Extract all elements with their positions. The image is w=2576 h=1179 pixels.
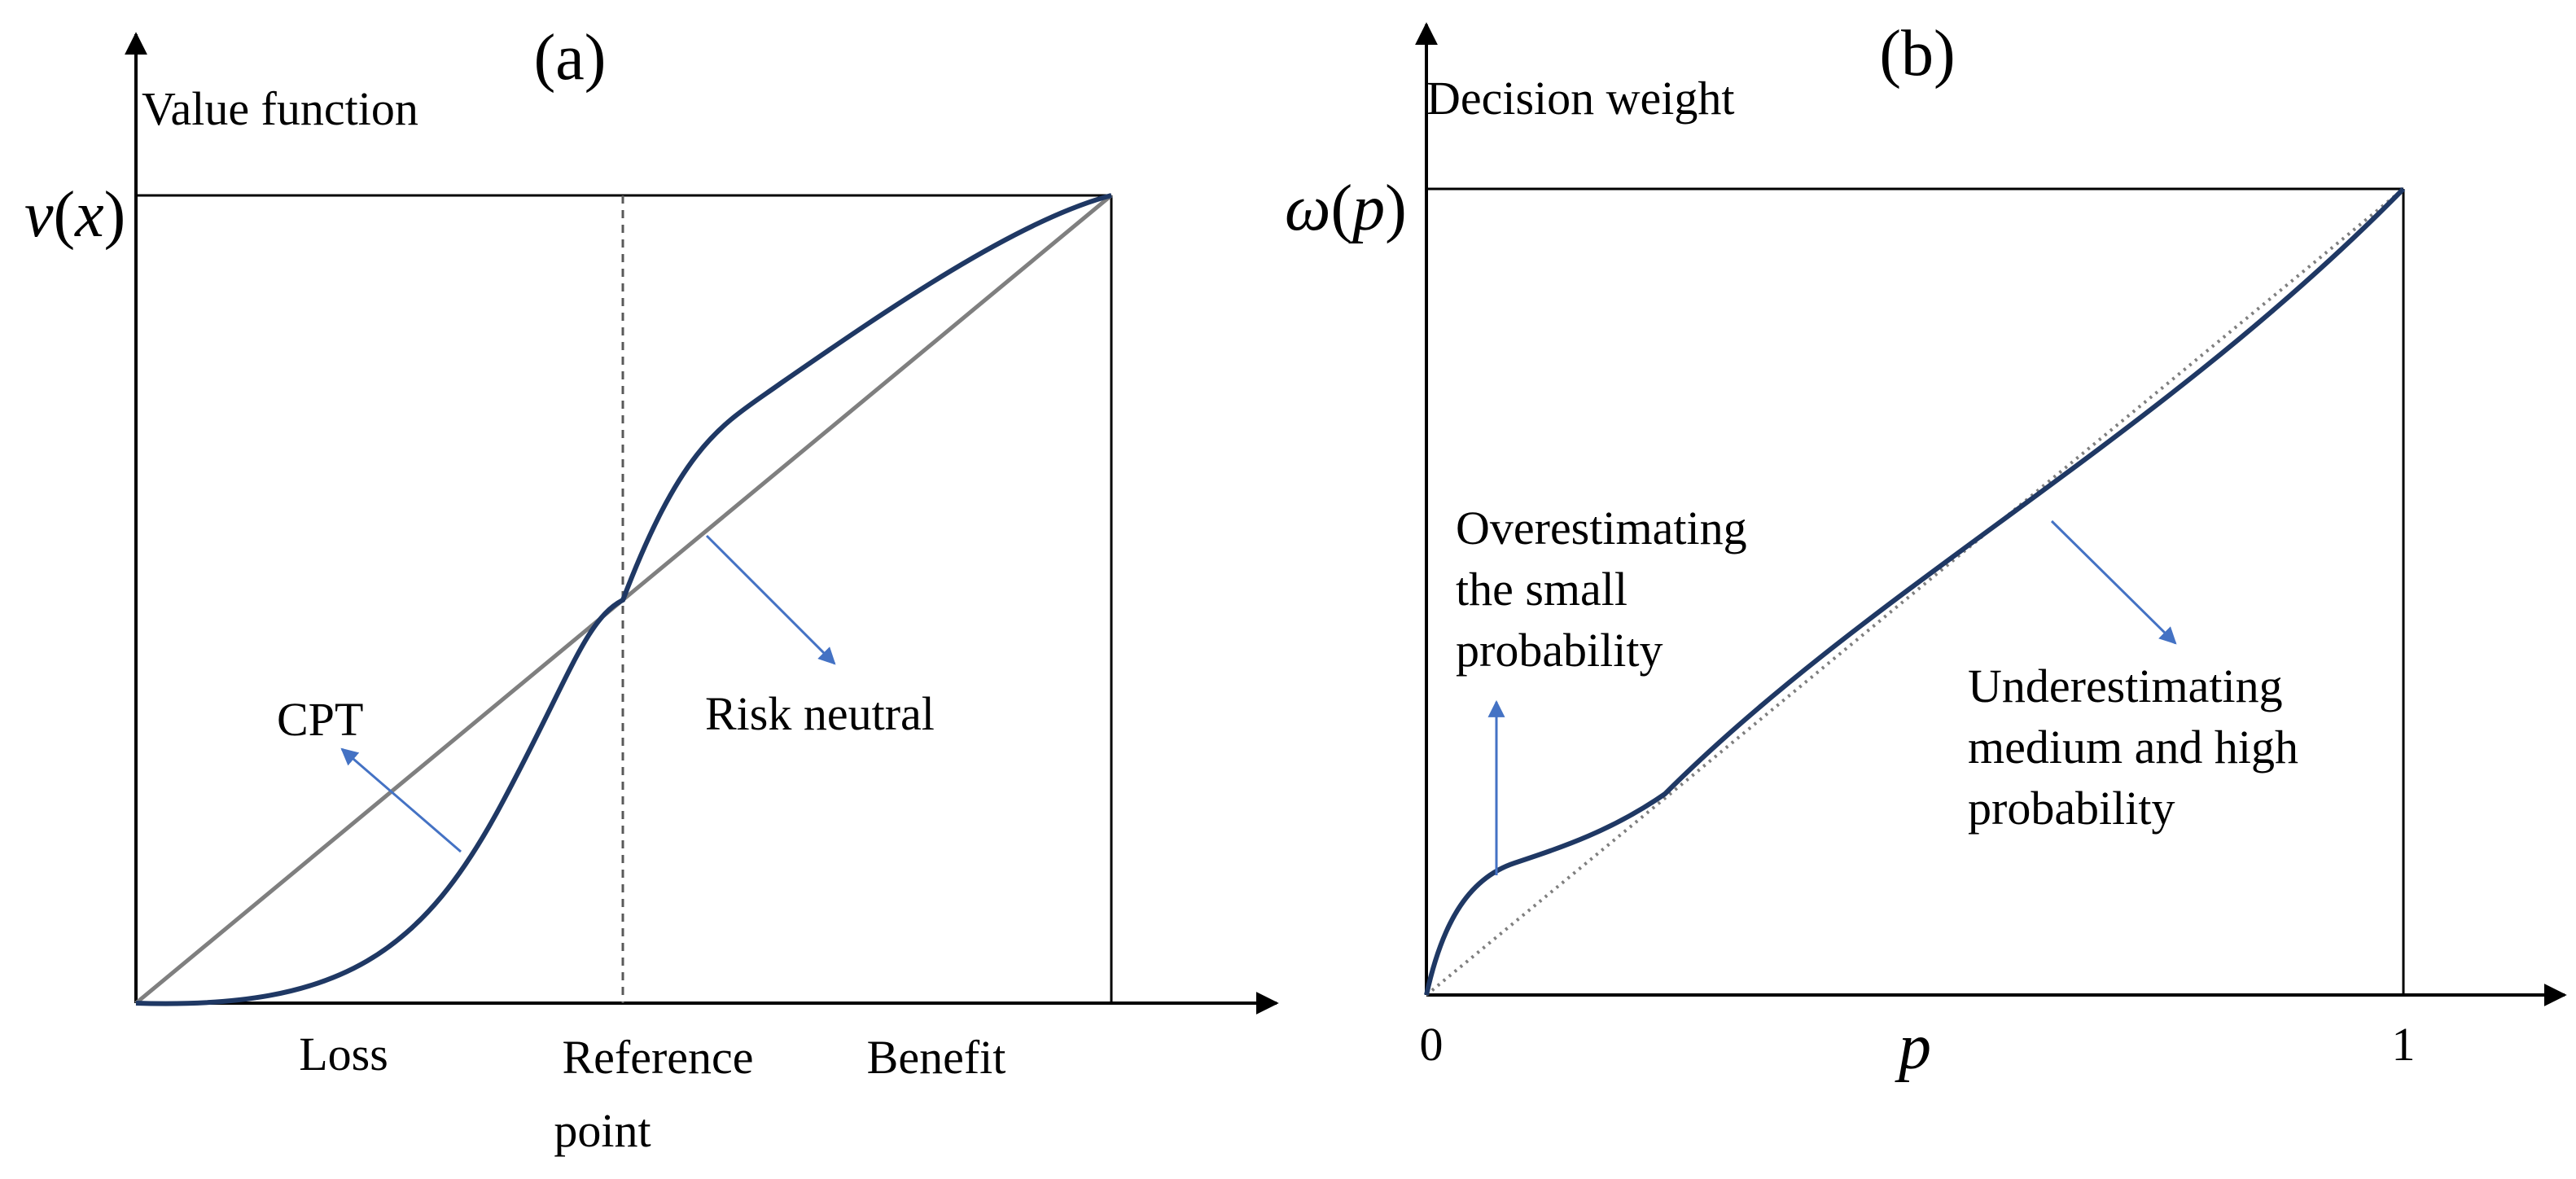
x-axis-variable-p: p bbox=[1895, 1011, 1931, 1083]
panel-b-omega-of-p-label: ω(p) bbox=[1285, 173, 1407, 244]
panel-b-title: (b) bbox=[1879, 18, 1955, 90]
weighting-function-curve bbox=[1424, 186, 2406, 996]
loss-label: Loss bbox=[299, 1028, 388, 1080]
x-tick-zero: 0 bbox=[1420, 1018, 1444, 1071]
underestimating-label-line3: probability bbox=[1968, 782, 2175, 835]
overestimating-label-line3: probability bbox=[1456, 624, 1663, 677]
underestimating-label-line1: Underestimating bbox=[1968, 660, 2283, 712]
reference-label-line1: Reference bbox=[562, 1031, 753, 1084]
panel-a-v-of-x-label: v(x) bbox=[24, 179, 125, 251]
cpt-label: CPT bbox=[277, 693, 363, 746]
panel-a-y-axis-label: Value function bbox=[142, 82, 418, 135]
identity-diagonal bbox=[1425, 187, 2405, 997]
panel-a-title: (a) bbox=[534, 22, 607, 94]
panel-a: (a) Value function v(x) CPT Risk neutral… bbox=[24, 22, 1279, 1157]
reference-label-line2: point bbox=[554, 1104, 651, 1157]
overestimating-label-line2: the small bbox=[1456, 563, 1628, 616]
benefit-label: Benefit bbox=[867, 1031, 1006, 1084]
panel-b-y-axis-label: Decision weight bbox=[1426, 72, 1735, 125]
cpt-pointer-arrow bbox=[340, 747, 462, 853]
panel-b: (b) Decision weight ω(p) Overestimating … bbox=[1285, 18, 2567, 1083]
underestimating-pointer-arrow bbox=[2050, 519, 2177, 645]
x-tick-one: 1 bbox=[2392, 1018, 2416, 1071]
risk-neutral-label: Risk neutral bbox=[705, 687, 935, 740]
overestimating-label-line1: Overestimating bbox=[1456, 502, 1747, 554]
risk-neutral-pointer-arrow bbox=[705, 534, 836, 665]
underestimating-label-line2: medium and high bbox=[1968, 721, 2298, 774]
cpt-value-curve bbox=[135, 193, 1112, 1006]
